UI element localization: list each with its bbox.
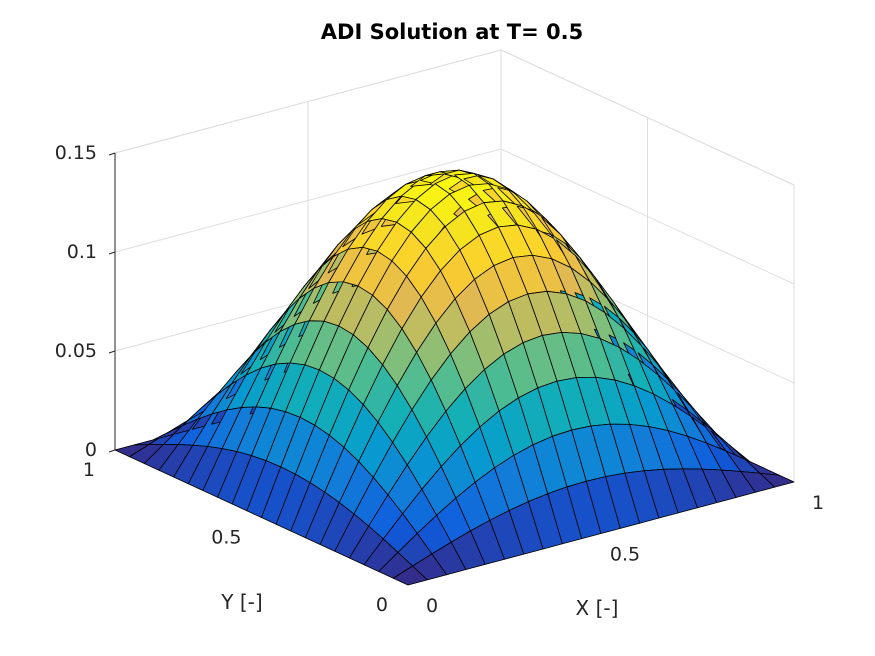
surface-cell <box>759 472 795 488</box>
y-tick-label: 1 <box>83 459 95 481</box>
x-tick-label: 0.5 <box>610 544 640 566</box>
z-tick-label: 0.1 <box>67 241 97 263</box>
y-tick-label: 0 <box>376 594 388 616</box>
z-tick-label: 0 <box>85 439 97 461</box>
z-tick-label: 0.05 <box>55 340 97 362</box>
x-tick-label: 0 <box>426 595 438 617</box>
y-axis-label: Y [-] <box>220 590 262 614</box>
x-tick-label: 1 <box>812 492 824 514</box>
y-tick-label: 0.5 <box>211 527 241 549</box>
z-tick-label: 0.15 <box>55 142 97 164</box>
x-axis-label: X [-] <box>576 596 619 620</box>
chart-title: ADI Solution at T= 0.5 <box>321 20 583 44</box>
surface-plot <box>114 169 795 586</box>
